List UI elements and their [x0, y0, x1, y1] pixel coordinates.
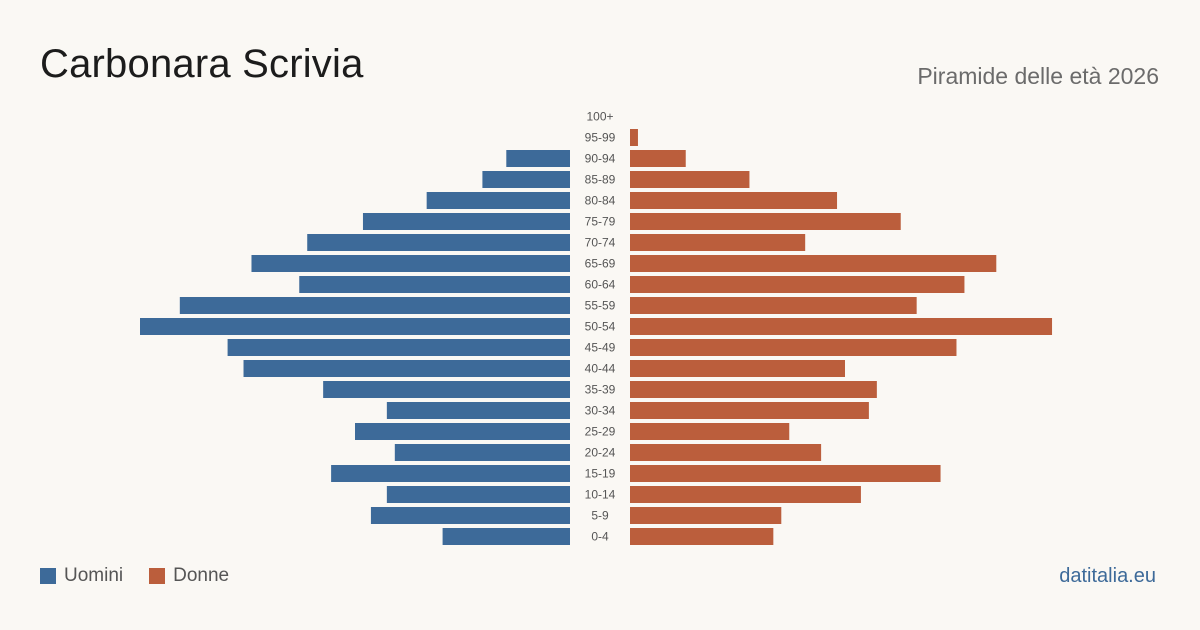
age-label-100plus: 100+: [586, 110, 613, 124]
legend: Uomini Donne: [40, 565, 255, 587]
chart-subtitle: Piramide delle età 2026: [917, 63, 1159, 89]
legend-label-female: Donne: [173, 565, 230, 586]
age-label-60-64: 60-64: [585, 278, 616, 292]
bar-male-90-94: [506, 150, 570, 167]
age-labels: 100+ 95-99 90-94 85-89 80-84 75-79 70-74 65-69 6…: [585, 110, 616, 544]
age-label-20-24: 20-24: [585, 446, 616, 460]
age-label-90-94: 90-94: [585, 152, 616, 166]
bar-male-80-84: [426, 192, 570, 209]
age-label-50-54: 50-54: [585, 320, 616, 334]
source-link[interactable]: datitalia.eu: [1059, 565, 1156, 587]
bar-male-50-54: [140, 318, 570, 335]
age-label-65-69: 65-69: [585, 257, 616, 271]
bar-female-35-39: [630, 381, 877, 398]
bar-female-15-19: [630, 465, 941, 482]
bar-male-30-34: [386, 402, 570, 419]
age-label-40-44: 40-44: [585, 362, 616, 376]
bar-female-10-14: [630, 486, 861, 503]
age-label-55-59: 55-59: [585, 299, 616, 313]
bar-male-65-69: [251, 255, 570, 272]
bar-female-50-54: [630, 318, 1053, 335]
bar-male-25-29: [355, 423, 570, 440]
bar-female-85-89: [630, 171, 750, 188]
chart-title: Carbonara Scrivia: [40, 42, 364, 86]
legend-swatch-male: [40, 568, 56, 584]
bar-male-20-24: [394, 444, 570, 461]
bar-female-75-79: [630, 213, 901, 230]
bar-female-0-4: [630, 528, 774, 545]
bar-male-35-39: [323, 381, 570, 398]
age-label-25-29: 25-29: [585, 425, 616, 439]
legend-label-male: Uomini: [64, 565, 124, 586]
bar-male-55-59: [179, 297, 570, 314]
age-label-5-9: 5-9: [591, 509, 609, 523]
bar-male-70-74: [307, 234, 570, 251]
male-bars: [140, 150, 570, 545]
legend-swatch-female: [149, 568, 166, 584]
bar-male-85-89: [482, 171, 570, 188]
bar-female-60-64: [630, 276, 965, 293]
bar-female-5-9: [630, 507, 782, 524]
age-label-95-99: 95-99: [585, 131, 616, 145]
age-label-75-79: 75-79: [585, 215, 616, 229]
bar-female-25-29: [630, 423, 790, 440]
bar-male-10-14: [386, 486, 570, 503]
bar-male-60-64: [299, 276, 570, 293]
bar-female-20-24: [630, 444, 822, 461]
bar-female-90-94: [630, 150, 686, 167]
bar-male-15-19: [331, 465, 570, 482]
bar-female-65-69: [630, 255, 997, 272]
bar-female-40-44: [630, 360, 845, 377]
age-label-70-74: 70-74: [585, 236, 616, 250]
bar-male-45-49: [227, 339, 570, 356]
bar-female-45-49: [630, 339, 957, 356]
bar-male-40-44: [243, 360, 570, 377]
bar-female-70-74: [630, 234, 806, 251]
bar-female-95-99: [630, 129, 638, 146]
age-label-35-39: 35-39: [585, 383, 616, 397]
age-label-15-19: 15-19: [585, 467, 616, 481]
age-label-0-4: 0-4: [591, 530, 609, 544]
age-label-45-49: 45-49: [585, 341, 616, 355]
bar-male-5-9: [370, 507, 570, 524]
age-label-10-14: 10-14: [585, 488, 616, 502]
age-label-30-34: 30-34: [585, 404, 616, 418]
legend-item-female: Donne: [149, 565, 229, 587]
age-label-80-84: 80-84: [585, 194, 616, 208]
age-label-85-89: 85-89: [585, 173, 616, 187]
legend-item-male: Uomini: [40, 565, 123, 587]
bar-male-75-79: [362, 213, 570, 230]
female-bars: [630, 129, 1053, 545]
bar-female-55-59: [630, 297, 917, 314]
bar-female-80-84: [630, 192, 838, 209]
bar-female-30-34: [630, 402, 869, 419]
bar-male-0-4: [442, 528, 570, 545]
